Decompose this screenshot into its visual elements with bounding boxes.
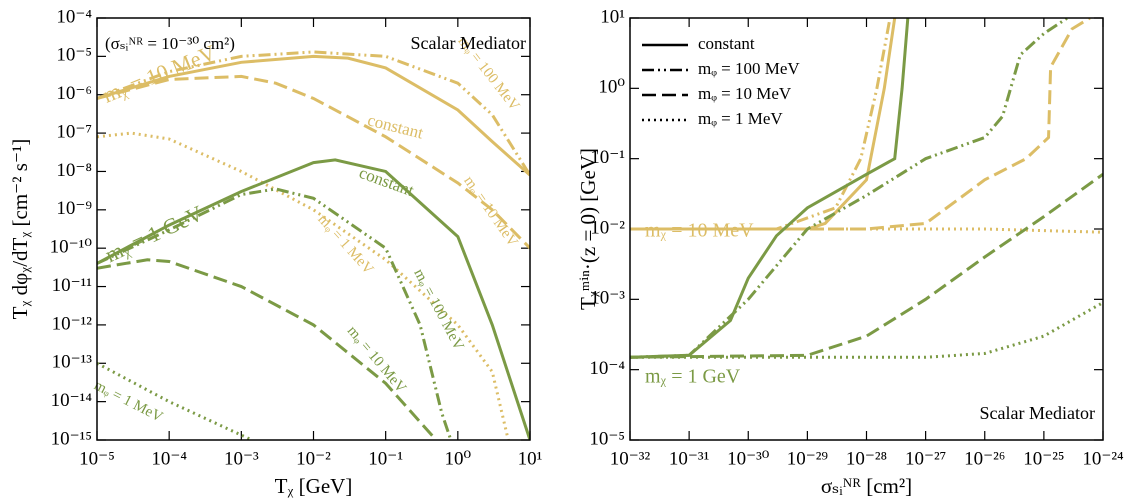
y-tick-label: 10⁻¹⁰ — [50, 237, 93, 258]
series-line — [97, 187, 453, 440]
x-tick-label: 10⁻⁵ — [79, 448, 115, 469]
series-line — [97, 158, 530, 440]
y-tick-label: 10⁻⁴ — [589, 358, 625, 379]
y-tick-label: 10⁻⁵ — [589, 428, 625, 449]
x-tick-label: 10⁻² — [296, 448, 331, 469]
y-axis-label: Tᵪ dφᵪ/dTᵪ [cm⁻² s⁻¹] — [8, 139, 32, 320]
y-tick-label: 10⁻¹⁴ — [51, 390, 93, 411]
annotation: mᵪ = 10 MeV — [645, 220, 754, 242]
y-tick-label: 10⁻⁸ — [56, 160, 92, 181]
curve-label: mᵩ = 10 MeV — [460, 173, 520, 250]
x-tick-label: 10⁻²⁸ — [846, 448, 887, 469]
y-tick-label: 10⁻² — [590, 217, 625, 238]
series-line — [97, 131, 510, 440]
annotation: Scalar Mediator — [980, 403, 1095, 423]
y-tick-label: 10⁻¹¹ — [52, 275, 93, 296]
series-line — [630, 301, 1103, 359]
curve-label: mᵩ = 10 MeV — [344, 323, 409, 396]
annotation: mᵪ = 1 GeV — [645, 366, 741, 388]
series-line — [630, 18, 910, 359]
y-tick-label: 10⁻⁶ — [56, 83, 92, 104]
x-tick-label: 10⁻³¹ — [669, 448, 710, 469]
series-line — [97, 258, 438, 440]
y-tick-label: 10⁻¹⁵ — [51, 428, 92, 449]
x-tick-label: 10⁻²⁷ — [905, 448, 946, 469]
y-tick-label: 10⁻¹² — [52, 313, 93, 334]
legend-label: mᵩ = 10 MeV — [698, 84, 792, 103]
series-line — [97, 74, 530, 250]
x-tick-label: 10⁻²⁹ — [787, 448, 829, 469]
series-line — [97, 54, 530, 177]
annotation: mᵪ = 1 GeV — [101, 200, 207, 267]
curve-label: constant — [357, 163, 417, 200]
x-tick-label: 10⁰ — [445, 448, 472, 469]
y-tick-label: 10⁰ — [598, 77, 625, 98]
y-axis-label: Tᵪᵐⁱⁿ·(z = 0) [GeV] — [576, 148, 600, 310]
series-line — [97, 50, 530, 176]
y-tick-label: 10⁻⁴ — [56, 6, 92, 27]
series-line — [630, 173, 1103, 359]
x-tick-label: 10⁻²⁶ — [964, 448, 1005, 469]
annotation: Scalar Mediator — [411, 33, 526, 53]
legend-label: mᵩ = 1 MeV — [698, 109, 783, 128]
x-tick-label: 10⁻²⁴ — [1082, 448, 1124, 469]
series-line — [630, 18, 1069, 359]
legend-label: constant — [698, 34, 755, 53]
curve-label: constant — [366, 110, 426, 142]
y-tick-label: 10⁻¹³ — [52, 352, 93, 373]
plot-frame — [96, 17, 531, 441]
x-tick-label: 10¹ — [518, 448, 543, 469]
y-tick-label: 10⁻³ — [590, 288, 625, 309]
series-line — [630, 18, 1091, 231]
y-tick-label: 10⁻¹ — [590, 147, 625, 168]
x-tick-label: 10⁻³⁰ — [727, 448, 770, 469]
x-tick-label: 10⁻⁴ — [151, 448, 187, 469]
y-tick-label: 10¹ — [600, 6, 625, 27]
x-tick-label: 10⁻¹ — [368, 448, 403, 469]
x-axis-label: σₛᵢᴺᴿ [cm²] — [821, 474, 912, 498]
y-tick-label: 10⁻⁷ — [56, 121, 92, 142]
y-tick-label: 10⁻⁵ — [56, 45, 92, 66]
series-line — [630, 227, 1103, 234]
x-tick-label: 10⁻³ — [224, 448, 259, 469]
plot-area — [97, 50, 530, 440]
x-tick-label: 10⁻²⁵ — [1023, 448, 1064, 469]
plot-frame — [629, 17, 1104, 441]
y-tick-label: 10⁻⁹ — [56, 198, 92, 219]
series-line — [630, 18, 892, 231]
plot-area — [630, 18, 1103, 359]
x-axis-label: Tᵪ [GeV] — [275, 474, 353, 498]
x-tick-label: 10⁻³² — [610, 448, 651, 469]
legend-label: mᵩ = 100 MeV — [698, 59, 800, 78]
annotation: (σₛᵢᴺᴿ = 10⁻³⁰ cm²) — [105, 34, 235, 53]
curve-label: mᵩ = 1 MeV — [314, 212, 376, 278]
curve-label: mᵩ = 100 MeV — [410, 266, 466, 353]
